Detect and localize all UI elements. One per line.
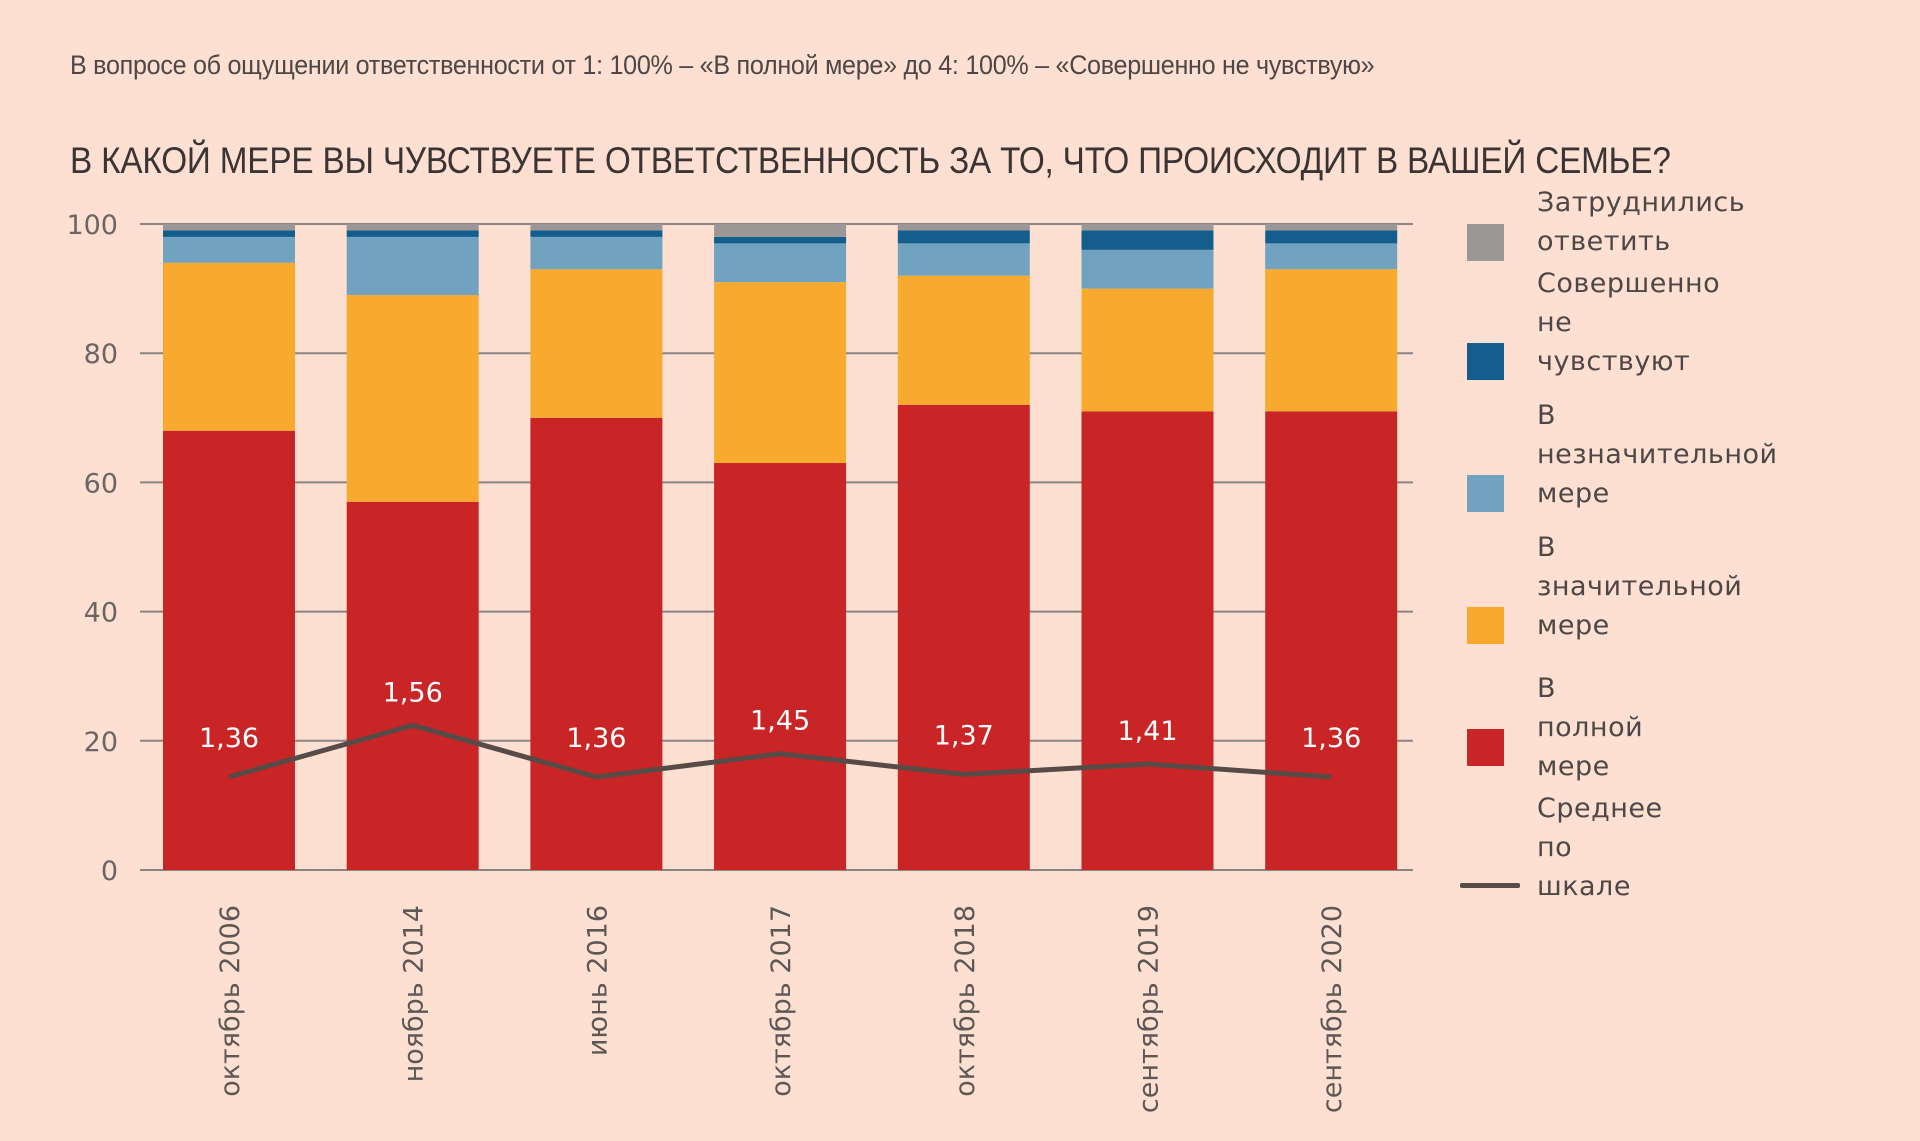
bar-stack	[1265, 224, 1398, 870]
bar-segment	[163, 224, 295, 231]
bar-segment	[1081, 224, 1214, 231]
bar-segment	[897, 224, 1030, 231]
bars	[163, 224, 1398, 870]
bar-segment	[163, 262, 295, 431]
bar-segment	[897, 243, 1030, 276]
y-tick-label: 80	[84, 339, 118, 370]
x-tick-label: сентябрь 2020	[1317, 905, 1348, 1113]
bar-segment	[714, 224, 847, 237]
bar-segment	[714, 236, 847, 244]
y-tick-label: 60	[84, 468, 118, 499]
x-tick-label: сентябрь 2019	[1134, 905, 1165, 1113]
legend-label: Совершенно не чувствуют	[1537, 267, 1721, 377]
bar-segment	[714, 282, 847, 464]
bar-stack	[163, 224, 295, 870]
x-tick-label: октябрь 2017	[766, 905, 797, 1097]
bar-segment	[714, 243, 847, 283]
bar-segment	[346, 224, 479, 231]
bar-segment	[346, 236, 479, 296]
mean-line	[228, 722, 1332, 780]
x-tick-label: июнь 2016	[582, 905, 613, 1056]
bar-segment	[163, 430, 295, 870]
bar-segment	[897, 275, 1030, 405]
bar-segment	[1265, 243, 1398, 270]
y-tick-label: 40	[84, 598, 118, 629]
legend-label: В значительной мере	[1537, 531, 1743, 641]
y-axis-ticks: 0 20 40 60 80 100	[66, 210, 118, 887]
mean-value-label: 1,37	[934, 720, 994, 751]
bar-stack	[530, 224, 663, 870]
bar-segment	[1265, 411, 1398, 870]
bar-segment	[1081, 288, 1214, 412]
x-axis-ticks: октябрь 2006 ноябрь 2014 июнь 2016 октябрь …	[215, 905, 1348, 1113]
mean-value-label: 1,41	[1117, 716, 1177, 747]
legend-label: В незначительной мере	[1537, 399, 1778, 509]
bar-segment	[714, 463, 847, 870]
bar-segment	[1265, 230, 1398, 244]
legend-swatch-icon	[1467, 343, 1504, 380]
bar-stack	[1081, 224, 1214, 870]
bar-segment	[346, 295, 479, 502]
legend-label: Среднее по шкале	[1537, 792, 1663, 902]
bar-segment	[1081, 411, 1214, 870]
mean-value-label: 1,45	[750, 706, 810, 737]
mean-value-label: 1,36	[566, 723, 626, 754]
mean-value-label: 1,36	[199, 723, 259, 754]
mean-value-label: 1,56	[383, 677, 443, 708]
bar-segment	[1081, 230, 1214, 250]
y-tick-label: 0	[101, 856, 118, 887]
bar-segment	[1081, 249, 1214, 289]
legend-swatch-icon	[1467, 475, 1504, 512]
bar-stack	[897, 224, 1030, 870]
bar-segment	[346, 501, 479, 870]
legend-swatch-icon	[1467, 728, 1504, 766]
legend-label: Затруднились ответить	[1537, 187, 1746, 257]
bar-segment	[163, 236, 295, 263]
bar-segment	[530, 417, 663, 870]
bar-segment	[1265, 269, 1398, 412]
mean-value-label: 1,36	[1301, 723, 1361, 754]
y-tick-label: 20	[84, 727, 118, 758]
mean-line-layer: 1,36 1,56 1,36 1,45 1,37 1,41 1,36	[199, 677, 1361, 780]
y-tick-label: 100	[66, 210, 118, 241]
bar-segment	[163, 230, 295, 237]
bar-segment	[530, 224, 663, 231]
bar-segment	[346, 230, 479, 237]
bar-segment	[897, 230, 1030, 244]
legend-swatch-icon	[1467, 223, 1504, 261]
chart-title: В КАКОЙ МЕРЕ ВЫ ЧУВСТВУЕТЕ ОТВЕТСТВЕННОС…	[70, 140, 1671, 181]
bar-segment	[1265, 224, 1398, 231]
x-tick-label: ноябрь 2014	[399, 905, 430, 1082]
chart-subtitle: В вопросе об ощущении ответственности от…	[70, 50, 1375, 80]
legend-line-icon	[1460, 883, 1520, 888]
bar-segment	[530, 236, 663, 270]
legend-swatch-icon	[1467, 607, 1504, 644]
x-tick-label: октябрь 2006	[215, 905, 246, 1097]
bar-stack	[714, 224, 847, 870]
bar-stack	[346, 224, 479, 870]
x-tick-label: октябрь 2018	[950, 905, 981, 1097]
bar-segment	[530, 269, 663, 418]
bar-segment	[897, 404, 1030, 870]
bar-segment	[530, 230, 663, 237]
legend-label: В полной мере	[1537, 672, 1644, 782]
